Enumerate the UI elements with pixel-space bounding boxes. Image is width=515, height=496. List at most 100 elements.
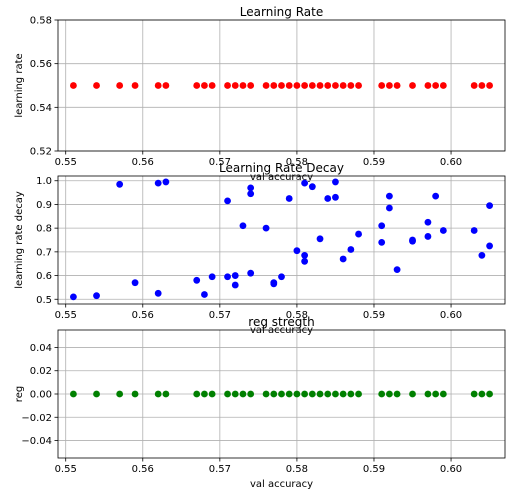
y-tick-label: 0.56: [30, 59, 52, 70]
data-point: [270, 82, 278, 89]
data-point: [347, 82, 355, 89]
data-point: [301, 179, 309, 187]
data-point: [339, 82, 347, 89]
data-point: [332, 390, 339, 398]
data-point: [439, 82, 447, 89]
data-point: [224, 390, 231, 398]
data-point: [393, 82, 401, 89]
y-tick-label: 0.54: [30, 103, 52, 114]
x-tick-label: 0.59: [363, 310, 385, 321]
data-point: [116, 180, 124, 188]
y-tick-label: 0.52: [30, 147, 52, 158]
data-point: [70, 82, 77, 89]
data-point: [424, 82, 432, 89]
data-point: [131, 390, 139, 398]
data-point: [154, 82, 162, 89]
data-point: [239, 222, 247, 230]
data-point: [308, 390, 316, 398]
data-point: [409, 390, 416, 398]
data-point: [339, 255, 347, 263]
data-point: [162, 82, 170, 89]
chart-title: Learning Rate: [240, 5, 323, 19]
data-point: [247, 390, 255, 398]
x-tick-label: 0.57: [209, 464, 231, 475]
data-point: [247, 190, 255, 198]
data-point: [324, 82, 332, 89]
data-point: [332, 178, 339, 186]
data-point: [308, 183, 316, 191]
data-point: [378, 238, 386, 246]
chart-title: Learning Rate Decay: [219, 161, 344, 175]
data-point: [208, 390, 216, 398]
data-point: [378, 390, 386, 398]
data-point: [70, 293, 77, 301]
y-tick-label: 1.0: [36, 176, 52, 187]
data-point: [470, 227, 478, 234]
x-tick-label: 0.58: [286, 310, 308, 321]
data-point: [224, 197, 231, 205]
data-point: [247, 269, 255, 277]
x-tick-label: 0.56: [132, 310, 154, 321]
data-point: [231, 82, 239, 89]
x-axis-label: val accuracy: [250, 479, 313, 490]
data-point: [478, 390, 486, 398]
y-axis-label: learning rate: [14, 53, 25, 117]
x-tick-label: 0.56: [132, 464, 154, 475]
data-point: [285, 390, 293, 398]
data-point: [293, 82, 301, 89]
data-point: [308, 82, 316, 89]
data-point: [470, 390, 478, 398]
data-point: [262, 224, 270, 232]
data-point: [201, 82, 208, 89]
data-point: [224, 82, 231, 89]
y-tick-label: 0.00: [30, 390, 52, 401]
data-point: [154, 289, 162, 297]
data-point: [239, 390, 247, 398]
data-point: [293, 247, 301, 255]
x-axis-label: val accuracy: [250, 172, 313, 183]
data-point: [339, 390, 347, 398]
data-point: [116, 390, 124, 398]
data-point: [301, 257, 309, 265]
data-point: [478, 252, 486, 259]
data-point: [262, 390, 270, 398]
data-point: [193, 276, 201, 284]
data-point: [486, 202, 493, 210]
y-tick-label: 0.9: [36, 200, 52, 211]
data-point: [409, 236, 416, 244]
x-tick-label: 0.59: [363, 464, 385, 475]
data-point: [385, 204, 393, 212]
data-point: [432, 192, 440, 200]
data-point: [285, 82, 293, 89]
chart-panel-1: 0.55 0.56 0.57 0.58 0.59 0.60 0.52 0.54 0.56 0.58…: [14, 16, 506, 183]
x-axis-label: val accuracy: [250, 325, 313, 336]
x-tick-label: 0.60: [440, 157, 462, 168]
x-tick-label: 0.59: [363, 157, 385, 168]
data-point: [247, 82, 255, 89]
data-point: [131, 82, 139, 89]
data-point: [486, 82, 493, 89]
data-point: [193, 82, 201, 89]
x-tick-label: 0.55: [55, 157, 77, 168]
x-tick-label: 0.57: [209, 157, 231, 168]
y-tick-label: 0.04: [30, 343, 52, 354]
x-tick-label: 0.58: [286, 157, 308, 168]
data-point: [131, 279, 139, 287]
data-point: [347, 390, 355, 398]
data-point: [224, 273, 231, 281]
data-point: [239, 82, 247, 89]
data-point: [270, 390, 278, 398]
y-axis-label: learning rate decay: [14, 191, 25, 289]
data-point: [93, 390, 100, 398]
data-point: [231, 281, 239, 289]
data-point: [355, 230, 362, 238]
x-tick-label: 0.56: [132, 157, 154, 168]
x-tick-label: 0.58: [286, 464, 308, 475]
data-point: [93, 82, 100, 89]
data-point: [393, 266, 401, 274]
data-point: [486, 390, 493, 398]
data-point: [385, 82, 393, 89]
data-point: [201, 390, 208, 398]
data-point: [270, 280, 278, 288]
